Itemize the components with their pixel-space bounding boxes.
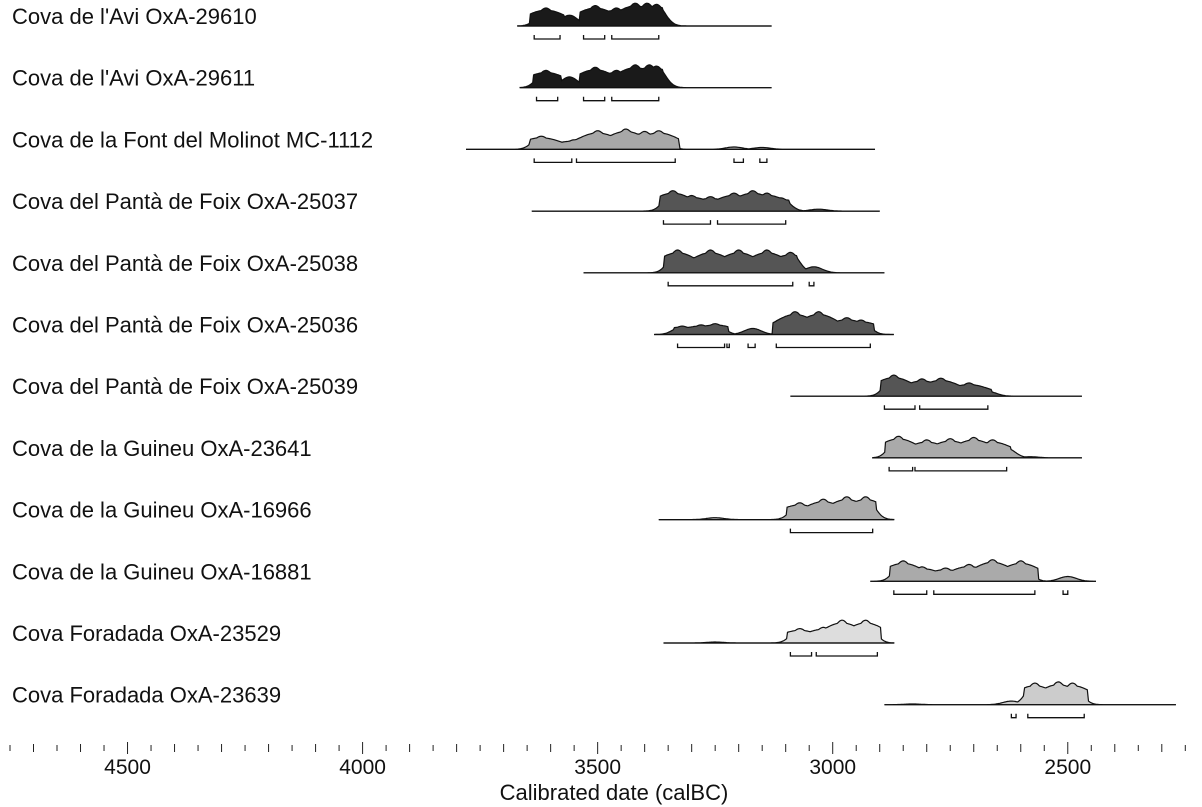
hpd-range [747, 343, 756, 349]
x-tick-label: 4000 [339, 756, 386, 779]
hpd-range [1062, 590, 1069, 595]
x-tick-label: 4500 [104, 756, 151, 779]
hpd-range [535, 96, 559, 102]
x-axis: 4500 4000 3500 3000 2500 [9, 742, 1186, 779]
hpd-range [1027, 713, 1085, 719]
x-tick-label: 2500 [1044, 756, 1091, 779]
series-label: Cova del Pantà de Foix OxA-25036 [12, 313, 358, 338]
hpd-range [789, 652, 813, 657]
x-tick-label: 3000 [809, 756, 856, 779]
hpd-range [815, 652, 879, 657]
x-tick-label: 3500 [574, 756, 621, 779]
density-area [872, 435, 1082, 459]
series-label: Cova del Pantà de Foix OxA-25038 [12, 251, 358, 276]
hpd-range [676, 343, 726, 349]
series-label: Cova de la Guineu OxA-16881 [12, 559, 312, 584]
series-label: Cova de la Font del Molinot MC-1112 [12, 127, 373, 152]
series-label: Cova del Pantà de Foix OxA-25037 [12, 189, 358, 214]
series-row: Cova de l'Avi OxA-29611 [12, 64, 772, 102]
hpd-range [582, 35, 606, 40]
hpd-range [611, 35, 660, 40]
density-area [466, 128, 875, 150]
hpd-range [582, 96, 606, 102]
series-label: Cova Foradada OxA-23529 [12, 621, 281, 646]
series-row: Cova de la Font del Molinot MC-1112 [12, 127, 876, 164]
density-area [654, 311, 894, 336]
hpd-range [883, 405, 916, 410]
density-area [658, 496, 895, 521]
x-axis-title: Calibrated date (calBC) [500, 780, 729, 805]
hpd-range [759, 158, 768, 164]
hpd-range [775, 343, 871, 349]
density-area [663, 619, 895, 644]
density-area [531, 190, 880, 212]
hpd-range [667, 281, 794, 287]
hpd-range [611, 96, 660, 102]
series-rows: Cova de l'Avi OxA-29610 Cova de l'Avi OxA… [12, 2, 1176, 719]
hpd-range [933, 590, 1036, 595]
hpd-range [575, 158, 676, 164]
series-label: Cova de la Guineu OxA-23641 [12, 436, 312, 461]
hpd-range [533, 35, 561, 40]
series-row: Cova del Pantà de Foix OxA-25037 [12, 189, 880, 225]
series-row: Cova de l'Avi OxA-29610 [12, 2, 772, 40]
hpd-range [1010, 713, 1017, 719]
density-area [870, 559, 1096, 582]
hpd-range [914, 466, 1008, 472]
hpd-range [789, 528, 874, 534]
hpd-range [893, 590, 928, 595]
series-label: Cova del Pantà de Foix OxA-25039 [12, 374, 358, 399]
series-label: Cova de la Guineu OxA-16966 [12, 498, 312, 523]
density-area [517, 2, 772, 27]
density-area [790, 374, 1082, 397]
density-area [519, 64, 772, 89]
series-label: Cova de l'Avi OxA-29610 [12, 4, 257, 29]
hpd-range [662, 220, 712, 225]
series-label: Cova de l'Avi OxA-29611 [12, 66, 255, 91]
density-area [884, 681, 1176, 706]
hpd-range [808, 281, 815, 287]
hpd-range [888, 466, 914, 472]
series-label: Cova Foradada OxA-23639 [12, 683, 281, 708]
hpd-range [726, 343, 730, 349]
series-row: Cova del Pantà de Foix OxA-25036 [12, 311, 894, 349]
hpd-range [919, 405, 989, 410]
series-row: Cova de la Guineu OxA-16881 [12, 559, 1096, 595]
series-row: Cova Foradada OxA-23529 [12, 619, 895, 657]
hpd-range [733, 158, 745, 164]
series-row: Cova de la Guineu OxA-23641 [12, 435, 1082, 472]
density-area [583, 249, 885, 274]
hpd-range [716, 220, 787, 225]
hpd-range [533, 158, 573, 164]
series-row: Cova del Pantà de Foix OxA-25039 [12, 374, 1082, 410]
series-row: Cova del Pantà de Foix OxA-25038 [12, 249, 885, 287]
series-row: Cova de la Guineu OxA-16966 [12, 496, 895, 534]
series-row: Cova Foradada OxA-23639 [12, 681, 1176, 719]
